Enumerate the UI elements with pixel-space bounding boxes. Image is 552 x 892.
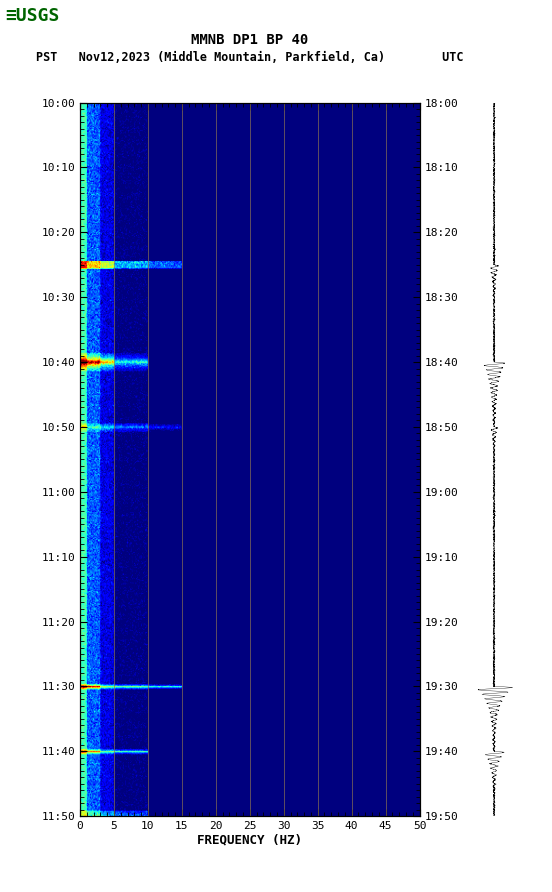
Text: ≡USGS: ≡USGS bbox=[6, 7, 60, 25]
Text: PST   Nov12,2023 (Middle Mountain, Parkfield, Ca)        UTC: PST Nov12,2023 (Middle Mountain, Parkfie… bbox=[36, 51, 464, 63]
X-axis label: FREQUENCY (HZ): FREQUENCY (HZ) bbox=[197, 834, 302, 847]
Text: MMNB DP1 BP 40: MMNB DP1 BP 40 bbox=[191, 33, 309, 47]
